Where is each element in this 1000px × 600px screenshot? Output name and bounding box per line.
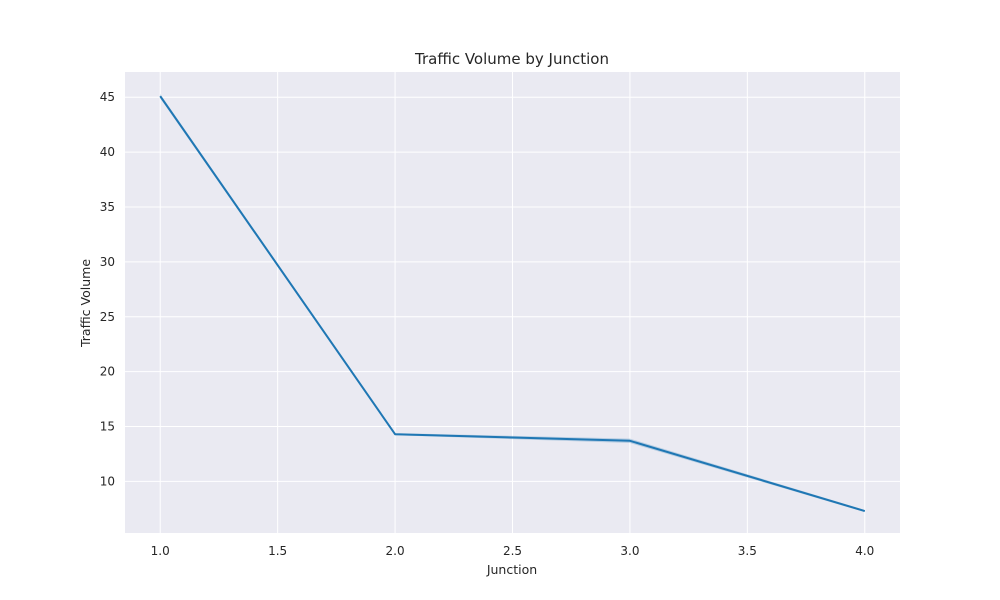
y-tick-label: 25 <box>100 310 115 324</box>
x-tick-label: 4.0 <box>855 544 874 558</box>
y-tick-label: 40 <box>100 145 115 159</box>
series-line <box>159 95 866 513</box>
x-tick-label: 3.5 <box>738 544 757 558</box>
y-tick-label: 15 <box>100 420 115 434</box>
y-tick-labels: 10 15 20 25 30 35 40 45 <box>100 90 115 488</box>
x-tick-labels: 1.0 1.5 2.0 2.5 3.0 3.5 4.0 <box>151 544 875 558</box>
y-tick-label: 45 <box>100 90 115 104</box>
y-tick-label: 35 <box>100 200 115 214</box>
x-tick-label: 1.0 <box>151 544 170 558</box>
x-tick-label: 1.5 <box>268 544 287 558</box>
series-lines <box>159 95 866 513</box>
grid <box>125 72 900 533</box>
y-tick-label: 30 <box>100 255 115 269</box>
x-axis-label: Junction <box>486 562 537 577</box>
y-tick-label: 20 <box>100 365 115 379</box>
x-tick-label: 2.5 <box>503 544 522 558</box>
chart-title: Traffic Volume by Junction <box>414 50 609 68</box>
y-axis-label: Traffic Volume <box>78 259 93 348</box>
x-tick-label: 3.0 <box>620 544 639 558</box>
y-tick-label: 10 <box>100 474 115 488</box>
x-tick-label: 2.0 <box>386 544 405 558</box>
